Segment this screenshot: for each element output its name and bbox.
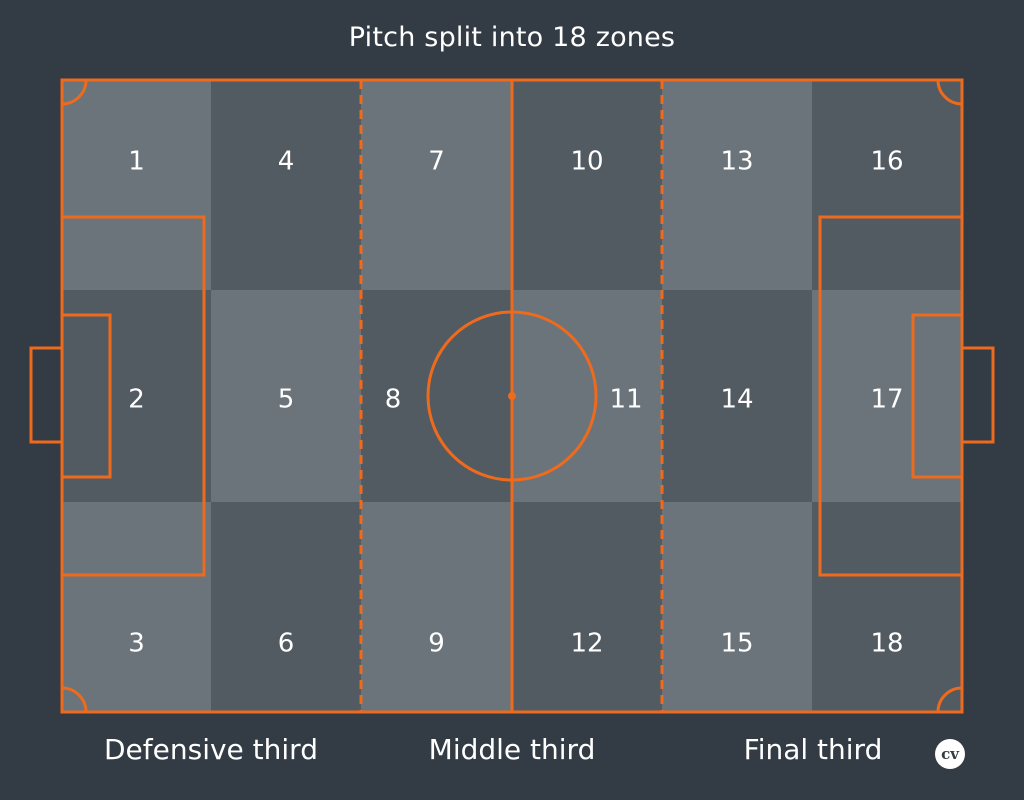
zone-8 [361, 290, 512, 502]
zone-label-11: 11 [609, 385, 642, 415]
zone-7 [361, 80, 512, 290]
final-third-label: Final third [743, 733, 883, 766]
zone-label-5: 5 [278, 385, 295, 415]
zone-label-16: 16 [870, 147, 903, 177]
goal-left [29, 346, 64, 444]
corner-arc-bottom-right [936, 686, 963, 713]
corner-arc-top-right [936, 79, 963, 106]
zone-11 [512, 290, 662, 502]
corner-arc-bottom-left [61, 686, 88, 713]
goal-right [960, 346, 995, 444]
zone-label-3: 3 [128, 629, 145, 659]
zone-label-14: 14 [720, 385, 753, 415]
zone-label-1: 1 [128, 147, 145, 177]
zone-label-2: 2 [128, 385, 145, 415]
centre-circle [426, 310, 598, 482]
zone-18 [812, 502, 962, 712]
zone-9 [361, 502, 512, 712]
zone-5 [211, 290, 361, 502]
zone-label-4: 4 [278, 147, 295, 177]
zone-17 [812, 290, 962, 502]
zone-1 [62, 80, 211, 290]
zone-label-18: 18 [870, 629, 903, 659]
centre-spot [508, 392, 516, 400]
zone-13 [662, 80, 812, 290]
corner-arc-top-left [61, 79, 88, 106]
zone-label-8: 8 [385, 385, 402, 415]
zone-label-15: 15 [720, 629, 753, 659]
zone-10 [512, 80, 662, 290]
middle-third-label: Middle third [428, 733, 596, 766]
zone-4 [211, 80, 361, 290]
cv-logo: cv [935, 739, 965, 769]
zone-14 [662, 290, 812, 502]
zone-label-6: 6 [278, 629, 295, 659]
diagram-title: Pitch split into 18 zones [348, 22, 676, 53]
zone-label-7: 7 [428, 147, 445, 177]
zone-label-10: 10 [570, 147, 603, 177]
zone-16 [812, 80, 962, 290]
zone-3 [62, 502, 211, 712]
zone-12 [512, 502, 662, 712]
zones-layer [62, 80, 962, 712]
zone-6 [211, 502, 361, 712]
zone-label-9: 9 [428, 629, 445, 659]
zone-label-17: 17 [870, 385, 903, 415]
zone-label-12: 12 [570, 629, 603, 659]
zone-2 [62, 290, 211, 502]
zone-15 [662, 502, 812, 712]
defensive-third-label: Defensive third [104, 733, 318, 766]
pitch-markings [29, 78, 995, 714]
zone-label-13: 13 [720, 147, 753, 177]
